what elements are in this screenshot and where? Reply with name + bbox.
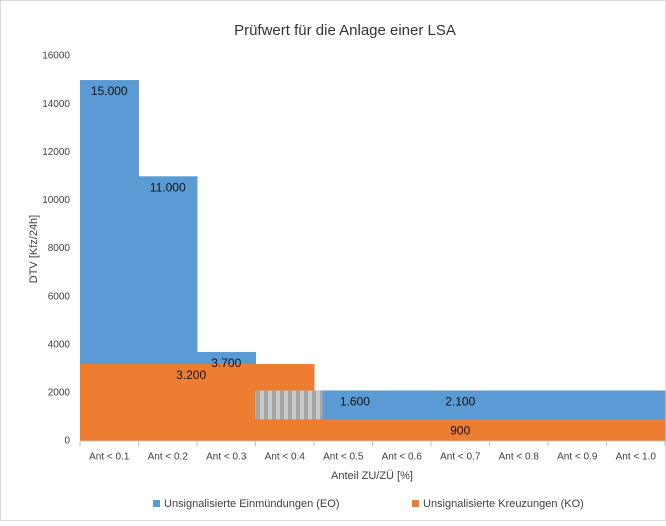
legend-label: Unsignalisierte Einmündungen (EO) [164, 498, 339, 510]
y-tick-label: 0 [64, 436, 70, 447]
bar [489, 419, 549, 441]
y-tick-label: 8000 [48, 243, 71, 254]
bar [314, 419, 373, 441]
legend-swatch [153, 500, 160, 507]
x-tick-label: Ant < 1.0 [616, 452, 657, 463]
y-tick-label: 6000 [48, 291, 71, 302]
value-label: 11.000 [150, 180, 186, 194]
annotation-label: 1.600 [340, 395, 370, 409]
y-tick-label: 4000 [48, 339, 71, 350]
bar [197, 364, 256, 441]
y-tick-label: 14000 [42, 99, 70, 110]
x-tick-label: Ant < 0.8 [499, 452, 540, 463]
x-axis-title: Anteil ZU/ZÜ [%] [331, 470, 413, 482]
y-tick-label: 12000 [42, 147, 70, 158]
bar [372, 419, 432, 441]
y-tick-label: 16000 [42, 51, 70, 62]
y-tick-label: 10000 [42, 195, 70, 206]
value-label: 3.200 [176, 368, 206, 382]
bar [548, 419, 607, 441]
legend-swatch [412, 500, 419, 507]
x-tick-label: Ant < 0.3 [206, 452, 247, 463]
bar [431, 419, 490, 441]
value-label: 2.100 [445, 395, 475, 409]
bar [80, 364, 139, 441]
y-tick-label: 2000 [48, 388, 71, 399]
bar [606, 419, 666, 441]
x-tick-label: Ant < 0.2 [148, 452, 189, 463]
x-tick-label: Ant < 0.1 [89, 452, 130, 463]
y-axis-title: DTV [Kfz/24h] [28, 215, 40, 283]
bar [138, 364, 198, 441]
chart-title: Prüfwert für die Anlage einer LSA [234, 22, 456, 39]
hatched-region [255, 390, 323, 420]
x-tick-label: Ant < 0.4 [265, 452, 306, 463]
x-tick-label: Ant < 0.7 [440, 452, 481, 463]
legend-label: Unsignalisierte Kreuzungen (KO) [423, 498, 584, 510]
x-tick-label: Ant < 0.9 [557, 452, 598, 463]
value-label: 900 [450, 424, 470, 438]
value-label: 15.000 [91, 84, 128, 98]
x-tick-label: Ant < 0.5 [323, 452, 364, 463]
value-label: 3.700 [211, 356, 241, 370]
x-tick-label: Ant < 0.6 [382, 452, 423, 463]
